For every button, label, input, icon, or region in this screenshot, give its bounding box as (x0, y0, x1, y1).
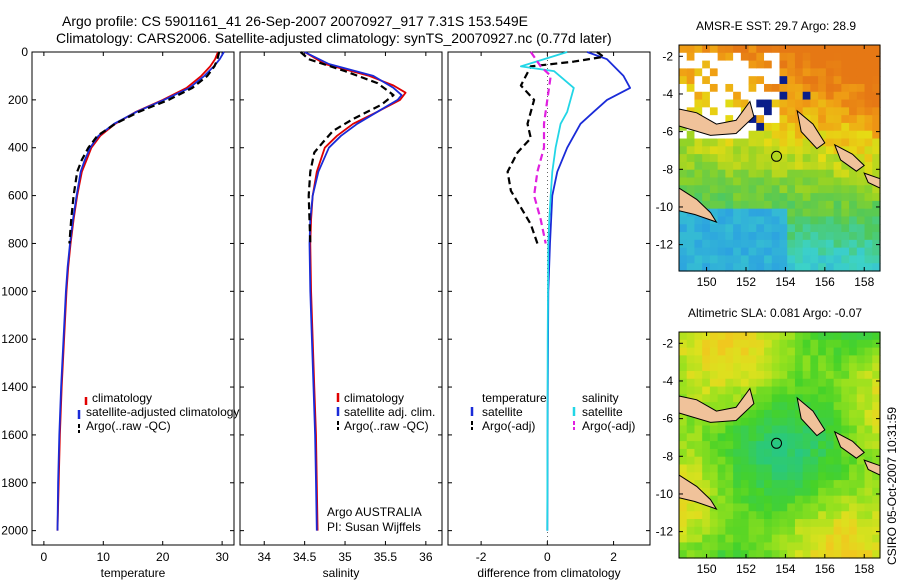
x-tick-label: 34 (258, 550, 272, 564)
credit-line2: PI: Susan Wijffels (327, 520, 421, 534)
legend-label-sal-argo: Argo(-adj) (582, 419, 635, 433)
x-tick-label: 0 (41, 550, 48, 564)
series-satellite-adjusted-climatology (56, 51, 225, 531)
sla-map: 150 152 154 156 158 -2 -4 -6 -8 -10 -12 (656, 331, 881, 576)
y-tick-label: -6 (662, 412, 673, 426)
x-tick-label: 154 (775, 562, 795, 576)
timestamp-stamp: CSIRO 05-Oct-2007 10:31:59 (885, 407, 899, 565)
sst-map: 150 152 154 156 158 -2 -4 -6 -8 -10 -12 (656, 44, 881, 289)
y-tick-label: 200 (8, 93, 28, 107)
argo-float-marker (771, 437, 783, 449)
y-tick-label: 2000 (1, 524, 28, 538)
map-frame (678, 331, 881, 559)
legend-label-argo: Argo(..raw -QC) (344, 419, 429, 433)
y-tick-label: -8 (662, 449, 673, 463)
x-tick-label: 35 (338, 550, 352, 564)
x-tick-label: 156 (815, 275, 835, 289)
y-tick-label: -10 (656, 487, 674, 501)
y-tick-label: -4 (662, 374, 673, 388)
salinity-legend: climatology satellite adj. clim. Argo(..… (336, 391, 435, 433)
land-polygon (833, 430, 865, 459)
x-tick-label: 2 (610, 550, 617, 564)
land-polygon (678, 100, 755, 136)
land-polygon (796, 109, 826, 150)
x-tick-label: 36 (419, 550, 433, 564)
argo-float-marker (771, 150, 783, 162)
legend-header-temperature: temperature (482, 391, 547, 405)
x-tick-label: 0 (544, 550, 551, 564)
y-tick-label: 800 (8, 236, 28, 250)
x-tick-label: -2 (476, 550, 487, 564)
y-tick-label: -12 (656, 525, 674, 539)
legend-label-satellite-adjusted: satellite-adjusted climatology (86, 405, 239, 419)
x-tick-label: 35.5 (374, 550, 398, 564)
series-salinity-argo-adj- (529, 51, 552, 244)
y-tick-label: 0 (21, 45, 28, 59)
legend-label-climatology: climatology (344, 391, 404, 405)
y-tick-label: -10 (656, 200, 674, 214)
series-salinity-satellite (520, 51, 575, 531)
y-tick-label: 600 (8, 189, 28, 203)
x-tick-label: 156 (815, 562, 835, 576)
legend-label-satellite-adj: satellite adj. clim. (344, 405, 435, 419)
difference-plot: -2 0 2 difference from climatology (447, 51, 651, 580)
land-polygon (833, 143, 865, 172)
x-tick-label: 158 (854, 562, 874, 576)
temperature-plot: 0 10 20 30 0 200 400 600 800 1000 1200 1400 1600 1800… (1, 45, 235, 580)
y-tick-label: -4 (662, 87, 673, 101)
sla-map-title: Altimetric SLA: 0.081 Argo: -0.07 (688, 306, 862, 320)
series-temperature-argo-adj- (506, 51, 605, 244)
x-tick-label: 30 (215, 550, 229, 564)
y-tick-label: 1400 (1, 380, 28, 394)
y-tick-label: 1800 (1, 476, 28, 490)
y-tick-label: -8 (662, 162, 673, 176)
x-tick-label: 150 (697, 275, 717, 289)
x-tick-label: 158 (854, 275, 874, 289)
credit-line1: Argo AUSTRALIA (327, 505, 422, 519)
sst-map-title: AMSR-E SST: 29.7 Argo: 28.9 (696, 19, 856, 33)
y-tick-label: 1200 (1, 332, 28, 346)
y-tick-label: -2 (662, 336, 673, 350)
legend-label-sal-satellite: satellite (582, 405, 623, 419)
salinity-plot: 34 34.5 35 35.5 36 salinity (239, 51, 443, 580)
x-tick-label: 20 (156, 550, 170, 564)
legend-label-temp-argo: Argo(-adj) (482, 419, 535, 433)
map-frame (678, 44, 881, 272)
x-tick-label: 152 (736, 562, 756, 576)
difference-legend: temperature satellite Argo(-adj) salinit… (470, 391, 635, 433)
series-argo-raw-qc- (299, 51, 395, 244)
y-tick-label: -12 (656, 238, 674, 252)
plot-frame (239, 51, 443, 546)
figure-title-line2: Climatology: CARS2006. Satellite-adjuste… (56, 30, 612, 46)
x-axis-label: difference from climatology (477, 566, 620, 580)
x-tick-label: 152 (736, 275, 756, 289)
figure-title-line1: Argo profile: CS 5901161_41 26-Sep-2007 … (62, 13, 528, 29)
x-tick-label: 10 (97, 550, 111, 564)
x-tick-label: 150 (697, 562, 717, 576)
x-axis-label: temperature (101, 566, 166, 580)
legend-label-argo: Argo(..raw -QC) (86, 419, 171, 433)
series-satellite-adj-clim- (304, 51, 403, 531)
land-polygon (678, 387, 755, 423)
land-polygon (796, 396, 826, 437)
x-tick-label: 154 (775, 275, 795, 289)
y-tick-label: -2 (662, 49, 673, 63)
legend-label-temp-satellite: satellite (482, 405, 523, 419)
y-tick-label: -6 (662, 125, 673, 139)
plot-frame (31, 51, 235, 546)
y-tick-label: 1000 (1, 284, 28, 298)
x-axis-label: salinity (323, 566, 360, 580)
y-tick-label: 400 (8, 141, 28, 155)
legend-label-climatology: climatology (92, 391, 152, 405)
temperature-legend: climatology satellite-adjusted climatolo… (77, 391, 239, 433)
x-tick-label: 34.5 (293, 550, 317, 564)
y-tick-label: 1600 (1, 428, 28, 442)
series-argo-raw-qc- (68, 51, 221, 244)
legend-header-salinity: salinity (582, 391, 619, 405)
